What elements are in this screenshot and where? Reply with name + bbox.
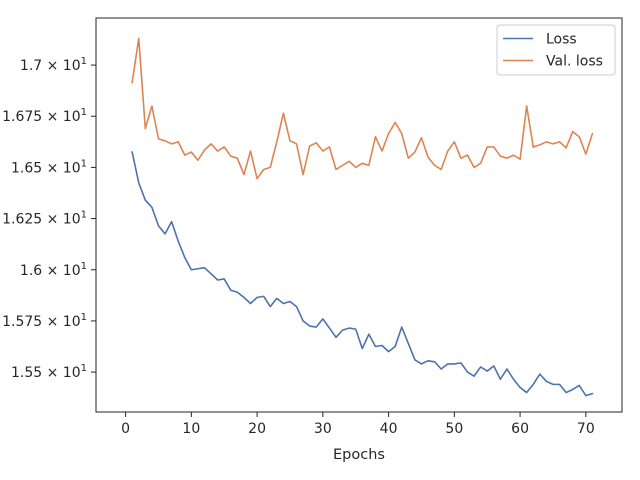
y-tick-label: 1.65 × 101 [11, 158, 87, 176]
x-tick-label: 50 [445, 421, 463, 437]
y-tick-label: 1.575 × 101 [2, 312, 87, 330]
x-tick-label: 30 [314, 421, 332, 437]
plot-frame [95, 17, 623, 413]
plot-background [96, 18, 622, 412]
x-tick-label: 70 [577, 421, 595, 437]
x-tick-label: 40 [380, 421, 398, 437]
legend-label-val-loss: Val. loss [546, 54, 603, 70]
y-tick-label: 1.625 × 101 [2, 210, 87, 228]
y-axis: 1.55 × 101 1.575 × 101 1.6 × 101 1.625 × 10… [2, 56, 96, 381]
series-line-val-loss [131, 37, 594, 180]
series-line-loss [131, 151, 594, 397]
legend: Loss Val. loss [496, 24, 616, 76]
x-tick-label: 20 [248, 421, 266, 437]
x-axis-label: Epochs [333, 447, 385, 463]
y-tick-label: 1.675 × 101 [2, 107, 87, 125]
y-tick-label: 1.6 × 101 [20, 261, 87, 279]
x-tick-label: 60 [511, 421, 529, 437]
x-tick-label: 10 [182, 421, 200, 437]
series-layer [131, 37, 594, 397]
legend-label-loss: Loss [546, 32, 577, 48]
y-tick-label: 1.55 × 101 [11, 363, 87, 381]
y-tick-label: 1.7 × 101 [20, 56, 87, 74]
legend-box [496, 24, 616, 76]
x-axis: 0 10 20 30 40 50 60 70 [121, 412, 595, 437]
x-tick-label: 0 [121, 421, 130, 437]
